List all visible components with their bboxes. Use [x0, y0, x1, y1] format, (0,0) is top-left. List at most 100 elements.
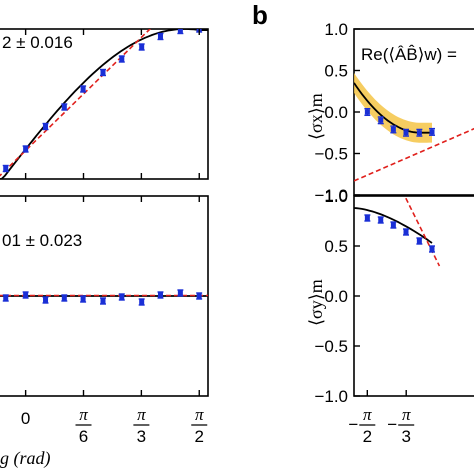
data-point-top-left-4 [80, 85, 87, 93]
data-point-bottom-left-3 [61, 294, 68, 302]
fraction-numerator: π [402, 405, 411, 424]
data-point-marker [139, 44, 145, 50]
data-point-right-top-1 [377, 116, 384, 125]
data-point-right-bottom-0 [364, 214, 371, 222]
data-point-marker [177, 290, 183, 296]
y-tick-label: 0.5 [324, 237, 348, 256]
fraction-denominator: 3 [401, 427, 410, 446]
panel-letter-b: b [252, 0, 268, 30]
data-point-right-bottom-4 [416, 237, 423, 245]
y-tick-label: −1.0 [314, 387, 348, 406]
fraction-numerator: π [79, 405, 88, 424]
x-tick-label: π6 [75, 405, 92, 446]
y-tick-label: 0.5 [324, 62, 348, 81]
minus-sign: − [348, 415, 358, 434]
data-point-marker [3, 295, 9, 301]
fraction-numerator: π [363, 405, 372, 424]
right-top-y-axis-label: ⟨σx⟩m [306, 93, 326, 140]
data-point-marker [43, 124, 49, 129]
data-point-right-top-5 [429, 127, 435, 136]
data-point-marker [23, 146, 29, 152]
x-tick-label: −π 3 [387, 405, 415, 446]
data-point-marker [403, 229, 409, 235]
data-point-top-left-1 [22, 145, 29, 153]
theory-curve [354, 207, 433, 244]
data-point-top-left-8 [157, 32, 164, 41]
fraction-denominator: 3 [137, 427, 146, 446]
left-x-axis-label: g (rad) [0, 448, 51, 469]
x-tick-label: π2 [191, 405, 208, 446]
minus-sign: − [387, 415, 397, 434]
y-tick-label: −0.5 [314, 337, 348, 356]
y-tick-label: 0.0 [324, 287, 348, 306]
x-tick-label: π3 [133, 405, 150, 446]
data-point-marker [416, 238, 422, 244]
y-tick-label: −1.0 [314, 186, 348, 205]
data-point-marker [416, 130, 422, 136]
data-point-marker [80, 296, 86, 302]
data-point-right-top-3 [403, 128, 409, 137]
data-point-right-bottom-2 [390, 221, 397, 229]
data-point-bottom-left-8 [157, 291, 164, 299]
theory-curve [0, 29, 208, 179]
data-point-marker [157, 34, 163, 39]
x-tick-label: 0 [21, 409, 30, 428]
data-point-marker [100, 298, 106, 304]
data-point-bottom-left-7 [138, 298, 145, 306]
fraction-numerator: π [137, 405, 146, 424]
data-point-top-left-2 [42, 122, 49, 131]
data-point-bottom-left-4 [80, 295, 87, 303]
top-left-annotation: 2 ± 0.016 [2, 33, 73, 52]
data-point-top-left-9 [177, 29, 184, 35]
data-point-right-top-4 [416, 128, 423, 137]
data-point-marker [61, 295, 67, 301]
data-point-marker [403, 130, 409, 136]
data-point-marker [390, 222, 396, 228]
data-point-marker [390, 126, 396, 132]
data-point-marker [43, 297, 49, 303]
data-point-right-bottom-5 [429, 245, 435, 253]
data-point-top-left-5 [100, 68, 106, 77]
data-point-marker [139, 299, 145, 305]
data-point-marker [119, 56, 125, 62]
data-point-right-top-2 [390, 125, 397, 134]
data-point-bottom-left-9 [177, 289, 184, 297]
y-tick-label: −0.5 [314, 145, 348, 164]
y-tick-label: 1.0 [324, 20, 348, 39]
right-bottom-y-axis-label: ⟨σy⟩m [306, 279, 326, 326]
x-tick-label: −π 2 [348, 405, 376, 446]
top-left-plot-frame [0, 28, 209, 180]
y-tick-label: 0.0 [324, 103, 348, 122]
data-point-right-bottom-3 [403, 228, 409, 236]
data-point-bottom-left-10 [196, 292, 203, 300]
data-point-bottom-left-2 [42, 296, 49, 304]
data-point-marker [119, 294, 125, 300]
data-point-bottom-left-0 [2, 294, 9, 302]
fraction-numerator: π [195, 405, 204, 424]
data-point-marker [196, 293, 202, 299]
data-point-bottom-left-1 [22, 291, 29, 299]
fraction-denominator: 2 [363, 427, 372, 446]
data-point-marker [429, 246, 435, 252]
data-point-marker [157, 292, 163, 298]
data-point-marker [100, 70, 106, 75]
data-point-marker [3, 166, 9, 171]
data-point-top-left-6 [118, 55, 125, 63]
data-point-marker [177, 29, 183, 33]
bottom-left-annotation: 01 ± 0.023 [2, 231, 82, 250]
data-point-marker [378, 117, 384, 123]
data-point-marker [61, 104, 67, 110]
data-point-marker [364, 215, 370, 221]
data-point-marker [378, 217, 384, 223]
fraction-denominator: 6 [79, 427, 88, 446]
data-point-bottom-left-6 [118, 293, 125, 301]
data-point-marker [429, 129, 435, 135]
y-tick-label: 1.0 [324, 187, 348, 206]
data-point-right-top-0 [364, 107, 371, 117]
data-point-right-bottom-1 [377, 216, 384, 224]
right-bottom-plot-frame [353, 195, 474, 397]
data-point-marker [23, 292, 29, 298]
linear-fit-line [403, 196, 441, 267]
linear-fit-line [0, 29, 152, 177]
